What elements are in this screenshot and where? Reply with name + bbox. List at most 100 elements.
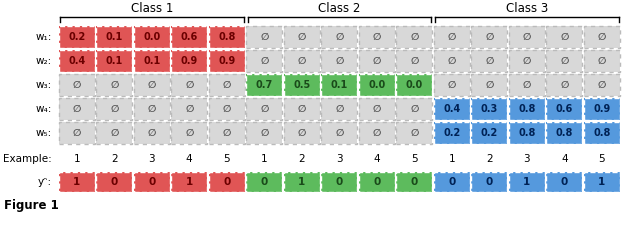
Bar — [547, 50, 582, 72]
Text: ∅: ∅ — [598, 56, 606, 66]
Bar — [321, 98, 357, 120]
Bar — [584, 122, 620, 144]
Text: ∅: ∅ — [185, 128, 193, 138]
Text: ∅: ∅ — [260, 128, 268, 138]
Bar — [471, 122, 507, 144]
Bar — [209, 172, 244, 192]
Bar — [321, 50, 357, 72]
Bar — [134, 122, 170, 144]
Bar — [359, 50, 395, 72]
Text: 0.5: 0.5 — [293, 80, 310, 90]
Text: 0.8: 0.8 — [518, 128, 536, 138]
Bar — [284, 172, 320, 192]
Text: 5: 5 — [223, 154, 230, 164]
Text: 0.1: 0.1 — [331, 80, 348, 90]
Bar — [321, 172, 357, 192]
Text: 1: 1 — [449, 154, 455, 164]
Text: 0.6: 0.6 — [556, 104, 573, 114]
Bar — [284, 50, 320, 72]
Bar — [434, 26, 470, 48]
Bar — [509, 26, 545, 48]
Bar — [172, 26, 207, 48]
Bar — [59, 98, 95, 120]
Bar — [396, 26, 432, 48]
Bar — [246, 172, 282, 192]
Bar — [134, 26, 170, 48]
Bar — [96, 98, 132, 120]
Bar — [59, 50, 95, 72]
Bar — [246, 98, 282, 120]
Bar — [59, 172, 95, 192]
Text: 3: 3 — [336, 154, 342, 164]
Bar — [284, 50, 320, 72]
Bar — [434, 98, 470, 120]
Text: 5: 5 — [411, 154, 417, 164]
Bar — [209, 50, 244, 72]
Text: 0.1: 0.1 — [106, 56, 123, 66]
Text: ∅: ∅ — [335, 128, 344, 138]
Text: w₁:: w₁: — [36, 32, 52, 42]
Text: 0: 0 — [111, 177, 118, 187]
Bar — [172, 122, 207, 144]
Text: 0.9: 0.9 — [593, 104, 611, 114]
Text: 0.8: 0.8 — [518, 104, 536, 114]
Bar — [509, 172, 545, 192]
Text: 0: 0 — [148, 177, 156, 187]
Text: 1: 1 — [598, 177, 605, 187]
Text: ∅: ∅ — [110, 104, 118, 114]
Bar — [321, 172, 357, 192]
Bar — [321, 74, 357, 96]
Bar — [96, 26, 132, 48]
Bar — [284, 122, 320, 144]
Bar — [96, 50, 132, 72]
Text: 0.2: 0.2 — [443, 128, 460, 138]
Bar — [584, 172, 620, 192]
Bar — [509, 98, 545, 120]
Bar — [134, 98, 170, 120]
Text: ∅: ∅ — [72, 80, 81, 90]
Bar — [396, 122, 432, 144]
Bar — [96, 50, 132, 72]
Bar — [584, 122, 620, 144]
Text: 0: 0 — [223, 177, 230, 187]
Bar — [246, 74, 282, 96]
Text: ∅: ∅ — [223, 128, 231, 138]
Bar — [246, 26, 282, 48]
Bar — [509, 122, 545, 144]
Bar — [434, 172, 470, 192]
Bar — [172, 74, 207, 96]
Bar — [134, 50, 170, 72]
Bar — [584, 74, 620, 96]
Text: ∅: ∅ — [560, 32, 568, 42]
Bar — [96, 172, 132, 192]
Bar — [359, 122, 395, 144]
Text: 0.9: 0.9 — [180, 56, 198, 66]
Bar — [134, 74, 170, 96]
Bar — [471, 98, 507, 120]
Bar — [246, 98, 282, 120]
Bar — [246, 74, 282, 96]
Bar — [209, 50, 244, 72]
Text: ∅: ∅ — [72, 128, 81, 138]
Bar — [359, 74, 395, 96]
Bar — [209, 74, 244, 96]
Bar — [434, 172, 470, 192]
Bar — [584, 26, 620, 48]
Text: 0.8: 0.8 — [593, 128, 611, 138]
Text: 1: 1 — [298, 177, 305, 187]
Bar — [134, 122, 170, 144]
Text: 0.6: 0.6 — [180, 32, 198, 42]
Text: w₄:: w₄: — [36, 104, 52, 114]
Bar — [172, 74, 207, 96]
Bar — [434, 50, 470, 72]
Bar — [471, 172, 507, 192]
Text: ∅: ∅ — [148, 128, 156, 138]
Text: ∅: ∅ — [410, 104, 419, 114]
Bar — [434, 74, 470, 96]
Bar — [284, 98, 320, 120]
Bar — [246, 122, 282, 144]
Text: ∅: ∅ — [598, 80, 606, 90]
Bar — [209, 26, 244, 48]
Text: ∅: ∅ — [523, 80, 531, 90]
Bar — [321, 26, 357, 48]
